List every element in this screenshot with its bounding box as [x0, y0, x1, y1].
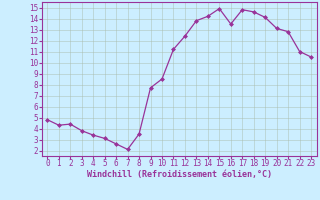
X-axis label: Windchill (Refroidissement éolien,°C): Windchill (Refroidissement éolien,°C)	[87, 170, 272, 179]
